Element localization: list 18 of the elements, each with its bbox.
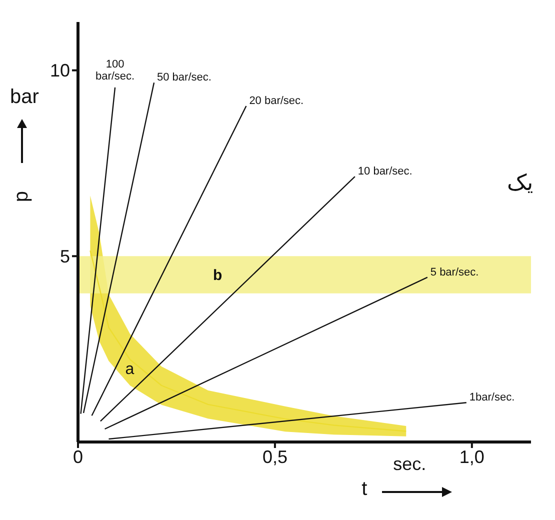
x-axis-title: t — [362, 478, 368, 500]
annotation: یک — [507, 170, 533, 196]
series-label: 5 bar/sec. — [430, 266, 479, 278]
text: sec. — [393, 454, 426, 475]
y-tick-label: 5 — [60, 246, 70, 267]
series-label: 100 bar/sec. — [95, 58, 135, 82]
series-label: 20 bar/sec. — [249, 95, 304, 107]
band-label: b — [213, 267, 222, 284]
x-tick-label: 1,0 — [459, 446, 484, 467]
text: bar — [10, 86, 39, 110]
annotation: a — [125, 361, 134, 380]
y-axis-title: p — [10, 190, 34, 204]
series-label: 10 bar/sec. — [358, 166, 412, 178]
series-label: 1bar/sec. — [469, 392, 515, 404]
y-tick-label: 10 — [50, 60, 70, 81]
series-label: 50 bar/sec. — [157, 72, 212, 84]
x-tick-label: 0,5 — [262, 446, 288, 467]
x-tick-label: 0 — [72, 446, 84, 467]
